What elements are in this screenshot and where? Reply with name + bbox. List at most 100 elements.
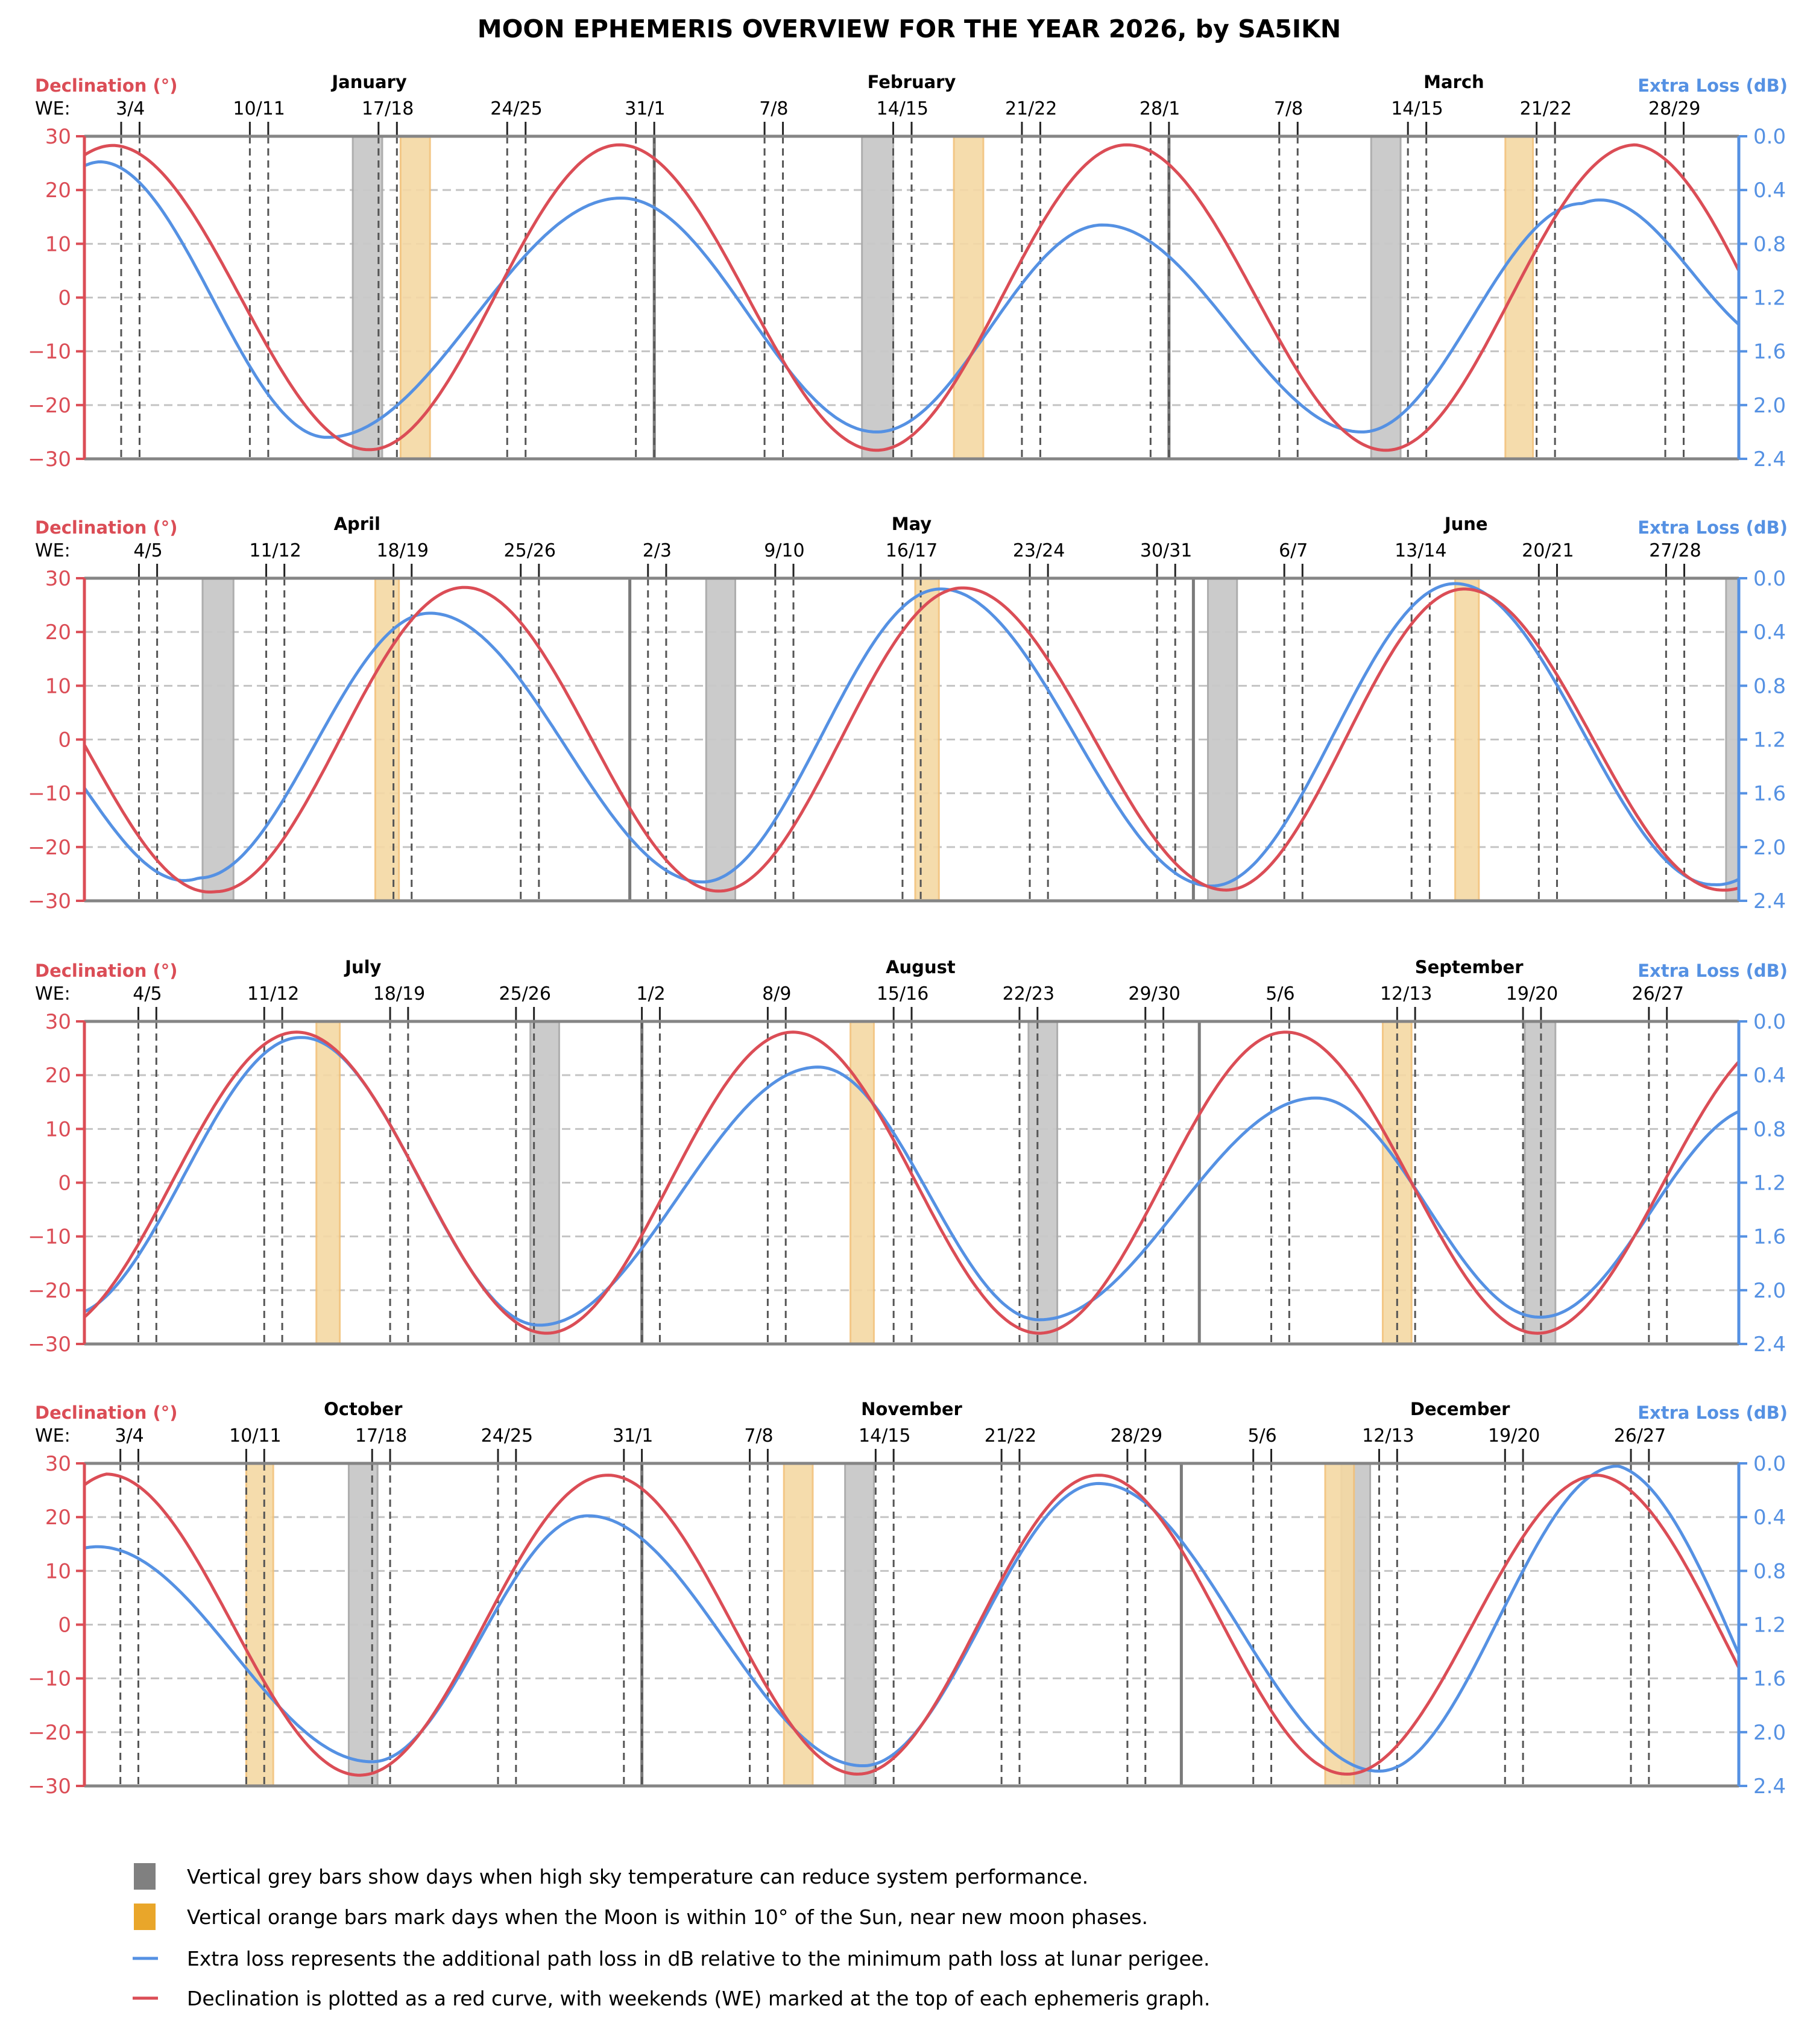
left-tick-label: 10	[45, 232, 71, 256]
orange-bar-sun-proximity	[783, 1463, 814, 1786]
ephemeris-panel-3: July August September 4/5 11/12 18/19 25/26 1/2…	[28, 957, 1788, 1357]
left-tick-label: −10	[28, 340, 71, 364]
grey-bar-sky-temperature	[352, 136, 383, 459]
weekend-label: 10/11	[233, 98, 285, 119]
weekend-label: 5/6	[1266, 983, 1294, 1005]
grey-bar-sky-temperature	[1027, 1021, 1059, 1344]
month-label: February	[868, 72, 956, 92]
grey-bar-sky-temperature	[861, 136, 895, 459]
right-tick-label: 0.4	[1753, 178, 1786, 203]
right-tick-label: 0.0	[1753, 1452, 1786, 1476]
extra-loss-curve	[84, 160, 1739, 439]
weekend-label: 3/4	[115, 1425, 143, 1446]
weekend-label: 17/18	[355, 1425, 407, 1446]
right-axis-title: Extra Loss (dB)	[1638, 75, 1788, 96]
orange-bar-sun-proximity	[1324, 1463, 1355, 1786]
left-tick-label: 10	[45, 674, 71, 698]
grey-bar-sky-temperature	[347, 1463, 379, 1786]
month-label: December	[1410, 1399, 1510, 1419]
orange-bar-legend-swatch	[134, 1904, 156, 1930]
left-axis-title: Declination (°)	[35, 75, 178, 96]
right-tick-label: 1.6	[1753, 1225, 1786, 1249]
right-tick-label: 0.0	[1753, 567, 1786, 591]
weekend-label: 2/3	[643, 540, 672, 561]
bars	[352, 136, 1534, 459]
weekend-label: 8/9	[762, 983, 791, 1005]
weekend-label: 22/23	[1003, 983, 1055, 1005]
grey-bar-sky-temperature	[1725, 578, 1739, 901]
grey-bar-legend-swatch	[134, 1863, 156, 1890]
orange-bar-sun-proximity	[399, 136, 431, 459]
legend: Vertical grey bars show days when high s…	[133, 1863, 1210, 2010]
month-label: October	[324, 1399, 403, 1419]
weekend-label: 4/5	[133, 540, 162, 561]
orange-bar-sun-proximity	[374, 578, 400, 901]
left-tick-label: 30	[45, 1010, 71, 1034]
left-tick-label: −20	[28, 1721, 71, 1745]
chart-title: MOON EPHEMERIS OVERVIEW FOR THE YEAR 202…	[478, 14, 1341, 43]
weekend-label: 12/13	[1362, 1425, 1414, 1446]
legend-text: Vertical grey bars show days when high s…	[187, 1865, 1088, 1888]
legend-text: Declination is plotted as a red curve, w…	[187, 1987, 1210, 2010]
weekend-label: 7/8	[1274, 98, 1303, 119]
left-tick-label: −10	[28, 1225, 71, 1249]
right-tick-label: 0.4	[1753, 1064, 1786, 1088]
left-tick-label: −10	[28, 782, 71, 806]
weekend-label: 30/31	[1140, 540, 1192, 561]
orange-bar-sun-proximity	[953, 136, 985, 459]
left-tick-label: 0	[58, 1613, 71, 1638]
right-tick-label: 1.2	[1753, 1172, 1786, 1196]
weekend-label: 14/15	[877, 98, 928, 119]
month-label: January	[330, 72, 407, 92]
extra-loss-curve	[84, 582, 1739, 888]
weekend-label: 5/6	[1247, 1425, 1276, 1446]
left-tick-label: 10	[45, 1559, 71, 1583]
bars	[201, 578, 1739, 901]
month-label: April	[334, 514, 380, 534]
grey-bar-sky-temperature	[201, 578, 235, 901]
weekend-label: 23/24	[1013, 540, 1065, 561]
right-tick-label: 1.6	[1753, 1667, 1786, 1691]
we-label: WE:	[35, 983, 71, 1005]
weekend-label: 26/27	[1614, 1425, 1666, 1446]
weekend-label: 28/1	[1140, 98, 1180, 119]
right-tick-label: 1.2	[1753, 286, 1786, 311]
ephemeris-panel-4: October November December 3/4 10/11 17/18 24/2…	[28, 1399, 1788, 1799]
month-label: July	[344, 957, 381, 977]
grey-bar-sky-temperature	[529, 1021, 560, 1344]
weekend-label: 4/5	[133, 983, 162, 1005]
weekend-label: 7/8	[759, 98, 788, 119]
weekend-label: 27/28	[1649, 540, 1701, 561]
left-tick-label: 0	[58, 1172, 71, 1196]
we-label: WE:	[35, 1425, 71, 1446]
right-tick-label: 2.0	[1753, 1279, 1786, 1303]
left-axis-title: Declination (°)	[35, 960, 178, 981]
left-tick-label: −20	[28, 1279, 71, 1303]
right-tick-label: 2.0	[1753, 394, 1786, 418]
weekend-label: 3/4	[116, 98, 145, 119]
left-tick-label: −30	[28, 447, 71, 472]
weekend-label: 17/18	[362, 98, 414, 119]
right-tick-label: 1.2	[1753, 1613, 1786, 1638]
left-tick-label: 0	[58, 286, 71, 311]
left-tick-label: 20	[45, 1506, 71, 1530]
left-tick-label: 30	[45, 567, 71, 591]
weekend-label: 29/30	[1128, 983, 1180, 1005]
orange-bar-sun-proximity	[914, 578, 940, 901]
right-axis-title: Extra Loss (dB)	[1638, 1402, 1788, 1423]
weekend-label: 21/22	[1520, 98, 1572, 119]
right-tick-label: 2.4	[1753, 889, 1786, 913]
grey-bar-sky-temperature	[1207, 578, 1238, 901]
we-label: WE:	[35, 98, 71, 119]
month-label: September	[1415, 957, 1524, 977]
legend-text: Extra loss represents the additional pat…	[187, 1947, 1210, 1970]
weekend-label: 25/26	[499, 983, 551, 1005]
left-tick-label: −30	[28, 1774, 71, 1799]
weekend-label: 18/19	[373, 983, 425, 1005]
weekend-label: 28/29	[1111, 1425, 1162, 1446]
right-tick-label: 0.8	[1753, 674, 1786, 698]
right-tick-label: 0.8	[1753, 1117, 1786, 1141]
left-tick-label: 20	[45, 620, 71, 645]
weekend-label: 13/14	[1395, 540, 1446, 561]
right-tick-label: 0.8	[1753, 1559, 1786, 1583]
